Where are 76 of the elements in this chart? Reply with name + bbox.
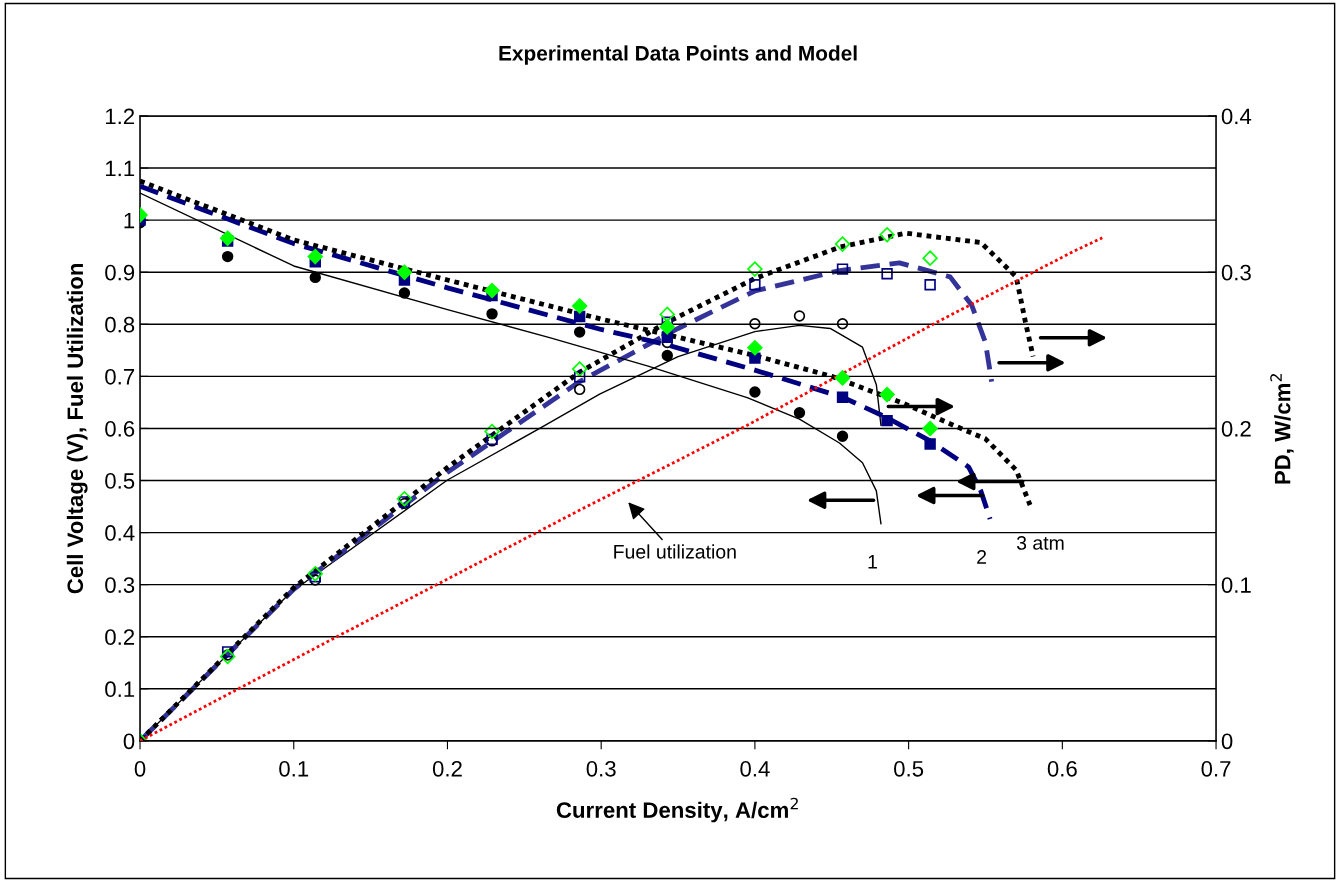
point bbox=[836, 318, 849, 330]
point bbox=[219, 230, 236, 247]
x-tick-label: 0.3 bbox=[586, 760, 616, 777]
x-tick-label: 0.1 bbox=[279, 760, 309, 777]
y-tick-label: 1.1 bbox=[105, 160, 135, 177]
annotation: 3 atm bbox=[1016, 536, 1064, 550]
x-tick-label: 0.6 bbox=[1047, 760, 1077, 777]
point bbox=[309, 271, 321, 284]
y-tick-label: 0.5 bbox=[105, 473, 135, 489]
y-tick-label: 0.2 bbox=[105, 629, 135, 645]
point bbox=[834, 236, 851, 252]
annotation: 1 bbox=[868, 555, 877, 569]
point bbox=[396, 491, 413, 507]
point bbox=[834, 370, 851, 386]
point bbox=[486, 308, 498, 320]
chart-title: Experimental Data Points and Model bbox=[499, 45, 857, 65]
point bbox=[749, 386, 761, 398]
point bbox=[661, 349, 673, 362]
point bbox=[793, 407, 806, 419]
y-tick-label: 1.2 bbox=[105, 108, 135, 125]
point bbox=[749, 352, 761, 364]
y-tick-label: 0.3 bbox=[105, 577, 135, 593]
point bbox=[573, 371, 586, 383]
y-axis-title: Cell Voltage (V), Fuel Utilization bbox=[66, 263, 88, 594]
point bbox=[307, 566, 323, 582]
point bbox=[836, 430, 849, 442]
point bbox=[659, 319, 675, 335]
point bbox=[922, 420, 938, 437]
point bbox=[573, 326, 586, 338]
y-tick-label: 0.9 bbox=[105, 264, 135, 281]
point bbox=[307, 248, 323, 265]
point bbox=[398, 287, 411, 299]
y-tick-label: 0.4 bbox=[105, 525, 135, 541]
y2-tick-label: 0.1 bbox=[1221, 577, 1251, 593]
x-tick-label: 0 bbox=[134, 760, 146, 777]
point bbox=[879, 386, 895, 403]
point bbox=[571, 361, 588, 377]
point bbox=[747, 340, 763, 356]
point bbox=[221, 250, 234, 263]
x-axis-title: Current Density, A/cm$^{2}$ bbox=[556, 797, 798, 823]
annotation: 2 bbox=[977, 550, 987, 564]
y-tick-label: 0.6 bbox=[105, 420, 135, 437]
point bbox=[879, 227, 895, 243]
point bbox=[924, 438, 936, 450]
y2-tick-label: 0.4 bbox=[1221, 108, 1252, 125]
y2-tick-label: 0 bbox=[1221, 733, 1233, 750]
x-tick-label: 0.2 bbox=[432, 760, 462, 777]
point bbox=[747, 261, 763, 277]
point bbox=[219, 648, 236, 665]
y-tick-label: 0.7 bbox=[105, 368, 135, 385]
y2-tick-label: 0.3 bbox=[1221, 264, 1251, 281]
point bbox=[922, 250, 938, 266]
point bbox=[571, 298, 588, 314]
y-tick-label: 0.1 bbox=[105, 681, 135, 698]
x-tick-label: 0.7 bbox=[1201, 760, 1231, 777]
y2-axis-title: PD, W/cm$^{2}$ bbox=[1270, 374, 1294, 484]
point bbox=[573, 383, 586, 396]
point bbox=[836, 391, 849, 403]
y2-tick-label: 0.2 bbox=[1221, 420, 1251, 437]
point bbox=[924, 279, 936, 291]
point bbox=[659, 306, 675, 323]
point bbox=[484, 423, 500, 440]
point bbox=[793, 310, 806, 322]
point bbox=[749, 279, 761, 291]
y-tick-label: 0 bbox=[123, 733, 135, 750]
y-tick-label: 1 bbox=[124, 212, 135, 229]
y-tick-label: 0.8 bbox=[105, 316, 135, 333]
x-tick-label: 0.4 bbox=[740, 760, 770, 777]
point bbox=[881, 414, 893, 427]
annotation: Fuel utilization bbox=[614, 544, 736, 559]
x-tick-label: 0.5 bbox=[894, 760, 924, 777]
point bbox=[836, 263, 849, 275]
point bbox=[484, 282, 500, 299]
point bbox=[881, 268, 893, 280]
point bbox=[396, 264, 413, 280]
point bbox=[749, 318, 761, 330]
